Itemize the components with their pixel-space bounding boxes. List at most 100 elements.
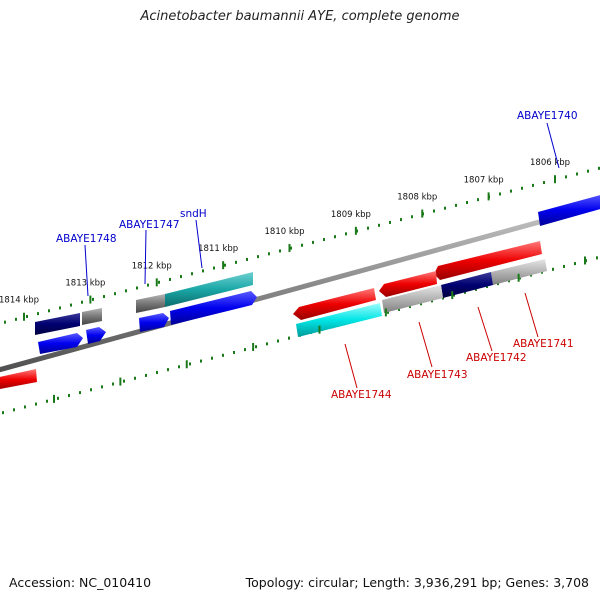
ruler-dot: [81, 300, 83, 304]
ruler-dot: [257, 255, 259, 259]
ruler-dot: [574, 262, 576, 266]
major-tick: [288, 243, 291, 252]
ruler-dot: [255, 345, 257, 349]
gene-arrow-blue: [139, 313, 169, 332]
gene-ABAYE1747-segment: [136, 294, 165, 313]
ruler-dot: [543, 181, 545, 185]
major-tick: [222, 261, 225, 270]
major-tick: [89, 295, 92, 304]
ruler-dot: [202, 269, 204, 273]
gene-ABAYE1743: [382, 285, 443, 313]
ruler-dot: [398, 307, 400, 311]
ruler-dot: [563, 264, 565, 268]
ruler-dot: [233, 350, 235, 354]
ruler-dot: [114, 292, 116, 296]
leader-sndH: [195, 219, 203, 269]
ruler-dot: [158, 280, 160, 284]
ruler-dot: [400, 218, 402, 222]
ruler-dot: [466, 201, 468, 205]
major-tick: [155, 278, 158, 287]
tick-label: 1812 kbp: [132, 261, 172, 271]
ruler-dot: [125, 289, 127, 293]
major-tick: [23, 312, 25, 321]
gene-ABAYE1740: [538, 195, 600, 226]
ruler-dot: [312, 240, 314, 244]
ruler-dot: [200, 359, 202, 363]
gene-sndH: [165, 272, 253, 307]
bottom-strand-genes: [0, 241, 547, 390]
ruler-dot: [477, 198, 479, 202]
ruler-dot: [323, 238, 325, 242]
ruler-dot: [532, 183, 534, 187]
ruler-dot: [13, 408, 15, 412]
top-strand-genes: [35, 195, 600, 354]
ruler-dot: [112, 382, 114, 386]
ruler-dot: [180, 275, 182, 279]
ruler-dot: [244, 348, 246, 352]
ruler-dot: [79, 391, 81, 395]
tick-label: 1809 kbp: [331, 210, 371, 220]
accession-text: Accession: NC_010410: [9, 575, 152, 590]
ruler-dot: [411, 215, 413, 219]
ruler-dot: [433, 209, 435, 213]
gene-ABAYE1741-light: [491, 259, 547, 285]
tick-label: 1811 kbp: [198, 244, 238, 254]
ruler-dot: [224, 263, 226, 267]
ruler-dot: [277, 339, 279, 343]
ruler-dot: [444, 206, 446, 210]
major-tick: [517, 273, 520, 282]
ruler-dot: [552, 267, 554, 271]
ruler-dot: [576, 172, 578, 176]
ruler-dot: [521, 186, 523, 190]
ruler-dot: [57, 396, 59, 400]
ruler-dot: [356, 229, 358, 233]
gene-arrow-blue: [170, 291, 257, 325]
ruler-dot: [145, 373, 147, 377]
ruler-dot: [189, 362, 191, 366]
genome-backbone: [0, 202, 600, 373]
major-tick: [487, 192, 490, 201]
ruler-dot: [15, 317, 17, 321]
ruler-dot: [92, 297, 94, 301]
label-ABAYE1747: ABAYE1747: [119, 219, 180, 231]
gene-ABAYE1742: [441, 272, 493, 298]
major-tick: [318, 325, 321, 334]
ruler-dot: [565, 175, 567, 179]
ruler-dot: [279, 249, 281, 253]
ruler-dot: [136, 286, 138, 290]
ruler-dot: [598, 166, 600, 170]
ruler-dot: [101, 385, 103, 389]
gene-ABAYE1744: [293, 288, 376, 320]
ruler-dot: [26, 314, 28, 318]
map-title: Acinetobacter baumannii AYE, complete ge…: [140, 9, 460, 24]
ruler-dot: [334, 235, 336, 239]
label-ABAYE1748: ABAYE1748: [56, 233, 117, 245]
ruler-dot: [301, 243, 303, 247]
ruler-dots: [2, 166, 600, 415]
ruler-dot: [510, 189, 512, 193]
ruler-dot: [596, 256, 598, 260]
gene-arrow-blue: [38, 333, 83, 354]
ruler-dot: [288, 336, 290, 340]
tick-label: 1807 kbp: [464, 175, 504, 185]
gene-ABAYE1742-red: [379, 271, 437, 297]
label-leaders: [84, 122, 560, 389]
label-sndH: sndH: [180, 208, 207, 220]
ruler-dot: [48, 309, 50, 313]
ruler-dot: [290, 246, 292, 250]
label-ABAYE1743: ABAYE1743: [407, 369, 468, 381]
ruler-dot: [24, 405, 26, 409]
ruler-dot: [499, 192, 501, 196]
ruler-dot: [167, 368, 169, 372]
label-ABAYE1740: ABAYE1740: [517, 110, 578, 122]
ruler-dot: [268, 252, 270, 256]
ruler-dot: [431, 299, 433, 303]
label-ABAYE1744: ABAYE1744: [331, 389, 392, 401]
scale-tick-labels: 1806 kbp 1807 kbp 1808 kbp 1809 kbp 1810 kbp…: [0, 158, 570, 306]
major-tick: [451, 291, 454, 300]
label-ABAYE1741: ABAYE1741: [513, 338, 574, 350]
ruler-dot: [35, 402, 37, 406]
leader-ABAYE1740: [546, 122, 560, 169]
ruler-dot: [59, 306, 61, 310]
ruler-dot: [409, 305, 411, 309]
